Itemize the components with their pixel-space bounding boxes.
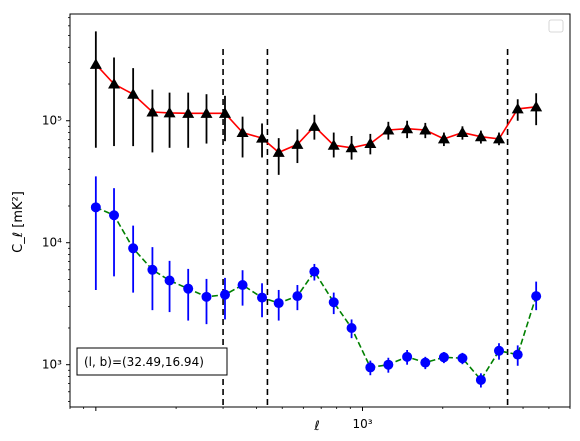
data-point-circle (420, 357, 431, 368)
data-point-triangle (530, 100, 543, 112)
data-point-circle (237, 280, 248, 291)
plot-area (89, 31, 543, 407)
y-tick-label: 10³ (42, 358, 62, 372)
data-point-triangle (182, 107, 195, 118)
data-point-triangle (218, 107, 231, 118)
data-point-triangle (456, 126, 469, 138)
data-point-circle (346, 322, 357, 333)
data-point-triangle (364, 137, 377, 149)
data-point-circle (273, 298, 284, 309)
data-point-triangle (437, 132, 450, 144)
axes-frame (69, 13, 571, 408)
data-point-circle (328, 297, 339, 308)
data-point-circle (365, 362, 376, 373)
data-point-triangle (236, 126, 249, 138)
legend-box (548, 19, 564, 33)
data-point-triangle (272, 146, 285, 157)
data-point-triangle (291, 138, 304, 149)
y-tick-label: 10⁵ (42, 114, 62, 128)
data-point-triangle (327, 139, 340, 150)
data-point-triangle (382, 123, 395, 135)
series-2 (90, 176, 542, 388)
data-point-circle (147, 264, 158, 275)
data-point-triangle (308, 120, 321, 131)
data-point-triangle (200, 107, 213, 118)
data-point-circle (438, 352, 449, 363)
data-point-circle (309, 266, 320, 277)
data-point-triangle (163, 106, 176, 118)
series-1 (89, 31, 543, 175)
data-point-circle (128, 243, 139, 254)
data-point-triangle (511, 102, 524, 114)
data-point-circle (512, 349, 523, 360)
data-point-circle (383, 359, 394, 370)
data-point-triangle (345, 141, 358, 153)
data-point-triangle (127, 88, 140, 99)
data-point-circle (457, 353, 468, 364)
data-point-triangle (492, 132, 505, 144)
data-point-triangle (419, 123, 432, 135)
data-point-circle (402, 351, 413, 362)
data-point-circle (164, 275, 175, 286)
annotation-box: (l, b)=(32.49,16.94) (76, 347, 228, 376)
data-point-triangle (108, 78, 121, 89)
x-tick-label: 10³ (352, 417, 372, 431)
y-tick-label: 10⁴ (42, 236, 62, 250)
data-point-circle (292, 291, 303, 302)
data-point-circle (90, 202, 101, 213)
data-point-circle (475, 374, 486, 385)
data-point-triangle (474, 130, 487, 142)
data-point-triangle (146, 105, 159, 117)
data-point-circle (219, 289, 230, 300)
data-point-triangle (256, 132, 269, 143)
data-point-circle (531, 291, 542, 302)
x-axis-label: ℓ (313, 419, 319, 434)
data-point-circle (257, 292, 268, 303)
data-point-triangle (401, 122, 414, 134)
data-point-circle (183, 283, 194, 294)
data-point-circle (493, 345, 504, 356)
data-point-triangle (89, 58, 102, 69)
y-axis-label: C_ℓ [mK²] (11, 191, 26, 253)
axes: 10³ 10⁴ 10⁵ 10³ (42, 13, 571, 431)
data-point-circle (109, 210, 120, 221)
data-point-circle (201, 291, 212, 302)
annotation-text: (l, b)=(32.49,16.94) (84, 355, 204, 369)
annotation-frame (76, 347, 228, 376)
